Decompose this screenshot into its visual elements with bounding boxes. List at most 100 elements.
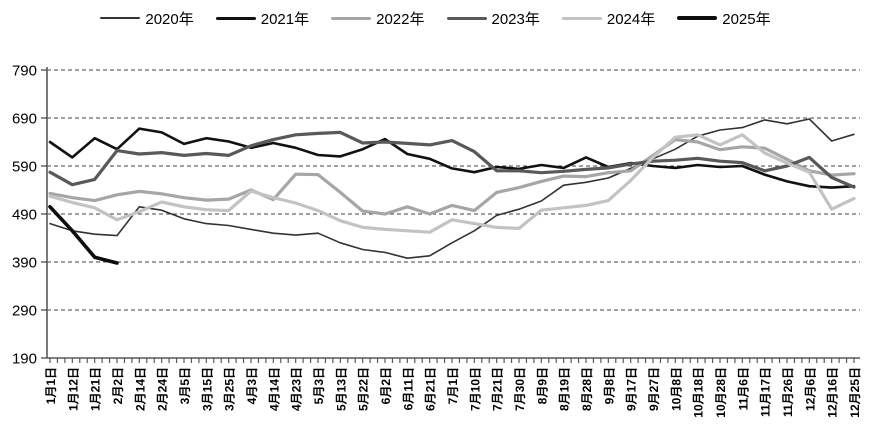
chart-legend: 2020年 2021年 2022年 2023年 2024年 2025年 xyxy=(0,4,871,32)
x-tick-label-group: 8月9日 xyxy=(535,367,549,404)
legend-item-2021: 2021年 xyxy=(215,8,310,29)
legend-label: 2020年 xyxy=(145,10,194,28)
x-tick-label-group: 7月30日 xyxy=(513,367,527,411)
x-tick-label-group: 1月12日 xyxy=(66,367,80,411)
x-tick-label-group: 2月14日 xyxy=(133,367,147,411)
legend-label: 2025年 xyxy=(722,10,771,28)
x-tick-label-group: 5月13日 xyxy=(334,367,348,411)
x-tick-label-group: 10月28日 xyxy=(714,367,728,418)
x-tick-label: 1月12日 xyxy=(66,367,80,411)
x-tick-label: 10月8日 xyxy=(669,367,683,411)
x-tick-label-group: 4月23日 xyxy=(290,367,304,411)
x-tick-label: 3月5日 xyxy=(178,367,192,404)
x-tick-label: 11月6日 xyxy=(736,367,750,410)
x-tick-label-group: 1月21日 xyxy=(89,367,103,411)
y-tick-label: 190 xyxy=(12,350,37,367)
x-tick-label: 6月2日 xyxy=(379,367,393,404)
x-tick-label-group: 8月19日 xyxy=(558,367,572,411)
x-tick-label-group: 3月15日 xyxy=(200,367,214,411)
x-tick-label-group: 9月17日 xyxy=(625,367,639,411)
x-tick-label: 3月25日 xyxy=(223,367,237,411)
x-tick-label-group: 5月3日 xyxy=(312,367,326,404)
x-tick-label: 10月18日 xyxy=(692,367,706,418)
x-tick-label: 8月28日 xyxy=(580,367,594,411)
x-tick-label: 3月15日 xyxy=(200,367,214,411)
x-tick-label-group: 3月5日 xyxy=(178,367,192,404)
x-tick-label: 7月21日 xyxy=(491,367,505,411)
y-tick-label: 690 xyxy=(12,110,37,127)
y-tick-label: 290 xyxy=(12,302,37,319)
legend-label: 2023年 xyxy=(491,10,540,28)
legend-line-swatch xyxy=(677,16,718,20)
legend-label: 2024年 xyxy=(606,10,656,28)
series-line-2025 xyxy=(48,205,119,265)
x-tick-label: 2月2日 xyxy=(111,367,125,404)
x-tick-label: 7月30日 xyxy=(513,367,527,411)
x-tick-label-group: 12月16日 xyxy=(826,367,840,418)
x-tick-label: 9月8日 xyxy=(602,367,616,404)
x-tick-label: 9月17日 xyxy=(625,367,639,411)
x-tick-label-group: 8月28日 xyxy=(580,367,594,411)
x-tick-label-group: 4月14日 xyxy=(267,367,281,411)
x-tick-label-group: 11月26日 xyxy=(781,367,795,417)
x-tick-label-group: 9月8日 xyxy=(602,367,616,404)
series-line-2024 xyxy=(48,133,856,234)
x-tick-label-group: 3月25日 xyxy=(223,367,237,411)
legend-line-swatch xyxy=(446,16,487,20)
x-tick-label-group: 6月11日 xyxy=(401,367,415,410)
x-tick-label: 2月24日 xyxy=(156,367,170,411)
legend-item-2024: 2024年 xyxy=(561,8,656,29)
series-line-2020 xyxy=(49,118,855,259)
y-tick-label: 390 xyxy=(12,254,37,271)
x-tick-label: 9月27日 xyxy=(647,367,661,411)
series-line-2023 xyxy=(48,130,856,189)
x-tick-label-group: 9月27日 xyxy=(647,367,661,411)
x-tick-label: 2月14日 xyxy=(133,367,147,411)
legend-item-2020: 2020年 xyxy=(100,8,194,29)
legend-item-2025: 2025年 xyxy=(677,8,771,29)
legend-line-swatch xyxy=(331,16,372,20)
x-tick-label: 12月16日 xyxy=(826,367,840,418)
legend-item-2023: 2023年 xyxy=(446,8,540,29)
x-tick-label-group: 12月25日 xyxy=(848,367,862,418)
x-tick-label-group: 7月21日 xyxy=(491,367,505,411)
y-tick-label: 490 xyxy=(12,206,37,223)
x-tick-label: 5月22日 xyxy=(357,367,371,411)
x-tick-label: 4月14日 xyxy=(267,367,281,411)
x-tick-label-group: 12月6日 xyxy=(803,367,817,411)
x-tick-label-group: 10月18日 xyxy=(692,367,706,418)
legend-line-swatch xyxy=(100,17,141,19)
x-tick-label: 1月1日 xyxy=(44,367,58,404)
x-tick-label: 6月21日 xyxy=(424,367,438,411)
series-line-2022 xyxy=(48,138,856,216)
x-tick-label: 1月21日 xyxy=(89,367,103,411)
y-tick-label: 790 xyxy=(12,62,37,79)
x-tick-label-group: 5月22日 xyxy=(357,367,371,411)
x-tick-label: 8月19日 xyxy=(558,367,572,411)
x-tick-label: 4月23日 xyxy=(290,367,304,411)
x-tick-label-group: 2月2日 xyxy=(111,367,125,404)
legend-line-swatch xyxy=(215,16,256,20)
x-tick-label-group: 7月10日 xyxy=(468,367,482,411)
x-tick-label: 10月28日 xyxy=(714,367,728,418)
x-tick-label: 11月26日 xyxy=(781,367,795,417)
legend-line-swatch xyxy=(561,16,602,20)
x-tick-label: 8月9日 xyxy=(535,367,549,404)
x-tick-label-group: 2月24日 xyxy=(156,367,170,411)
x-tick-label-group: 11月17日 xyxy=(759,367,773,417)
x-tick-label: 12月25日 xyxy=(848,367,862,418)
legend-item-2022: 2022年 xyxy=(331,8,425,29)
x-tick-label: 7月1日 xyxy=(446,367,460,404)
legend-label: 2021年 xyxy=(260,10,310,28)
y-tick-label: 590 xyxy=(12,158,37,175)
x-tick-label: 11月17日 xyxy=(759,367,773,417)
x-tick-label: 6月11日 xyxy=(401,367,415,410)
x-tick-label-group: 4月3日 xyxy=(245,367,259,404)
x-tick-label-group: 6月21日 xyxy=(424,367,438,411)
x-tick-label-group: 1月1日 xyxy=(44,367,58,404)
x-tick-label-group: 11月6日 xyxy=(736,367,750,410)
x-tick-label: 7月10日 xyxy=(468,367,482,411)
series-line-2021 xyxy=(48,127,856,189)
x-tick-label: 4月3日 xyxy=(245,367,259,404)
